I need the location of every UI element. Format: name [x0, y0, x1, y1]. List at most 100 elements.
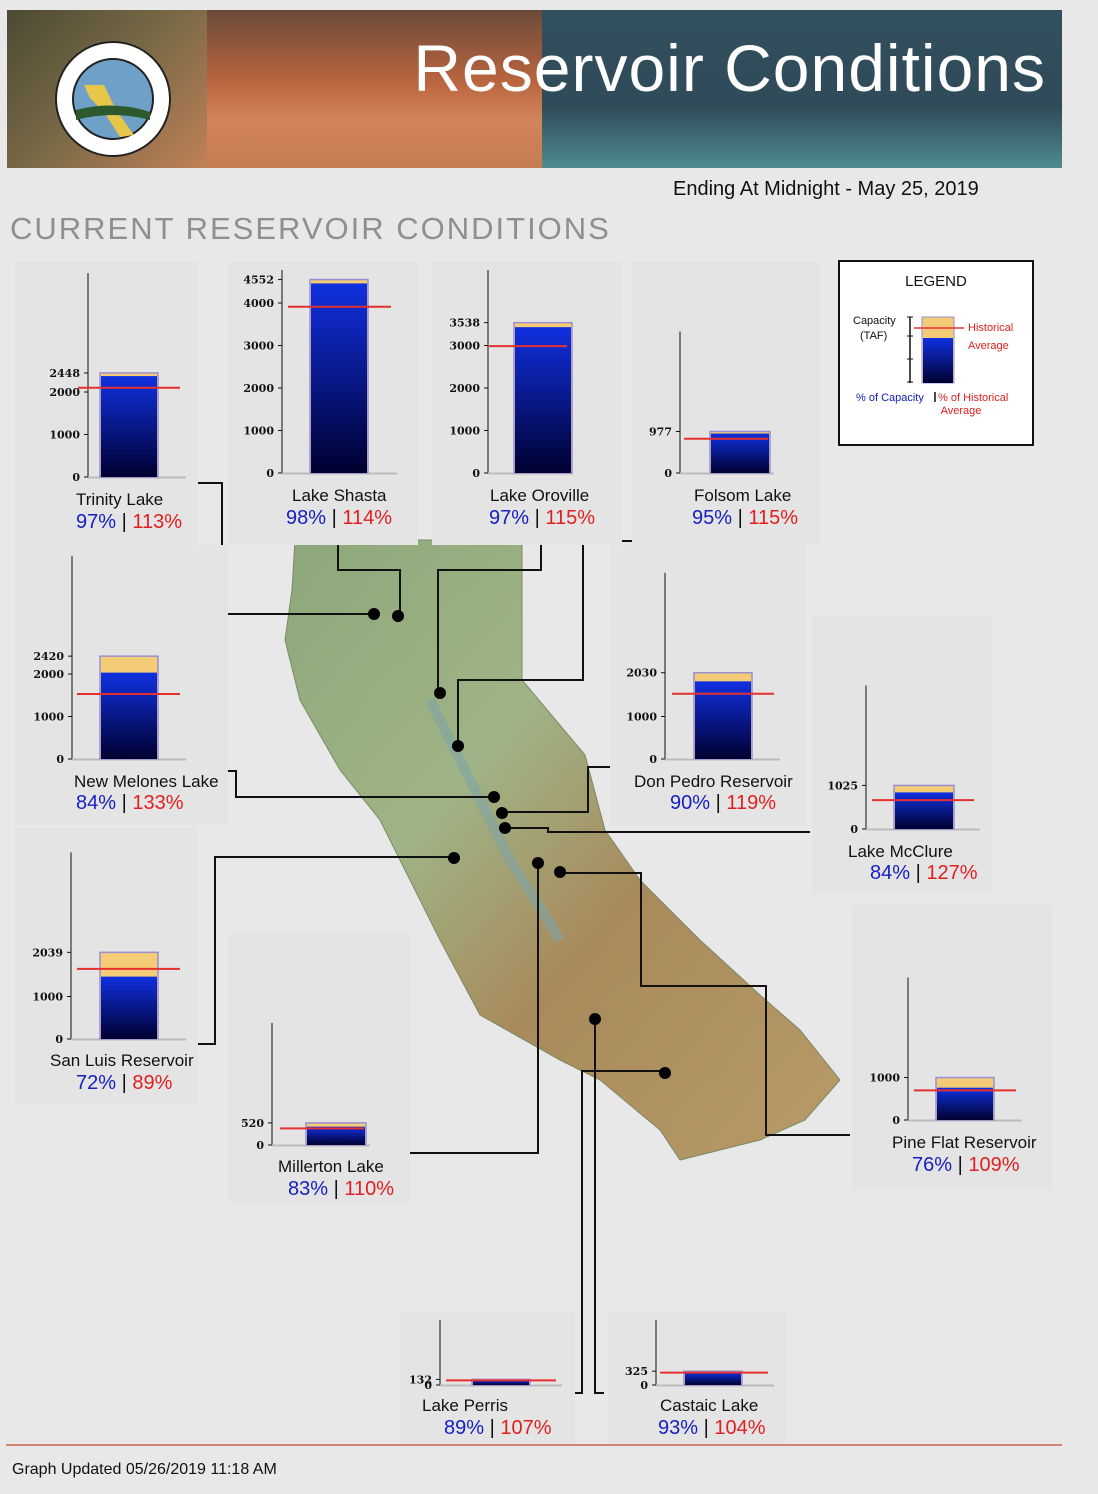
footer-updated: Graph Updated 05/26/2019 11:18 AM — [12, 1461, 277, 1478]
y-tick-label: 1000 — [449, 425, 480, 438]
new-melones-bar-chart: 0 1000 2000 2420 — [33, 556, 186, 766]
y-tick-label: 132 — [409, 1373, 432, 1386]
y-tick-label: 2039 — [32, 946, 63, 959]
reservoir-percentages: 84% | 127% — [870, 862, 978, 884]
reservoir-panel-san-luis: 0 1000 2039 San Luis Reservoir 72% | 89% — [15, 827, 198, 1105]
storage-bar — [895, 792, 953, 829]
y-tick-label: 2030 — [626, 667, 657, 680]
dwr-seal-logo — [55, 41, 171, 157]
reservoir-percentages: 93% | 104% — [658, 1417, 766, 1439]
y-tick-label: 4000 — [243, 297, 274, 310]
legend-pct-capacity-label: % of Capacity — [856, 392, 924, 404]
reservoir-percentages: 90% | 119% — [670, 792, 777, 814]
reservoir-panel-perris: 0 132 Lake Perris 89% | 107% — [400, 1312, 575, 1444]
y-tick-label: 1000 — [32, 991, 63, 1004]
storage-bar — [101, 376, 157, 477]
y-tick-label: 4552 — [243, 274, 274, 287]
reservoir-name: Castaic Lake — [660, 1396, 759, 1415]
pct-capacity: 89% — [444, 1417, 485, 1439]
y-tick-label: 2000 — [449, 382, 480, 395]
storage-bar — [937, 1087, 993, 1120]
folsom-bar-chart: 0 977 — [649, 331, 774, 480]
y-tick-label: 0 — [266, 467, 274, 480]
reservoir-name: Millerton Lake — [278, 1157, 384, 1176]
pct-historical: 110% — [344, 1178, 395, 1200]
reservoir-percentages: 97% | 113% — [76, 511, 183, 533]
reservoir-panel-don-pedro: 0 1000 2030 Don Pedro Reservoir 90% | 119% — [610, 545, 806, 825]
san-luis-bar-chart: 0 1000 2039 — [32, 852, 186, 1046]
storage-bar — [101, 976, 157, 1039]
reservoir-percentages: 72% | 89% — [76, 1072, 173, 1094]
section-title: CURRENT RESERVOIR CONDITIONS — [10, 211, 611, 246]
pct-historical: 115% — [748, 507, 799, 529]
reservoir-panel-oroville: 0 1000 2000 3000 3538 Lake Oroville 97% | 11… — [432, 262, 622, 545]
pct-capacity: 98% — [286, 507, 327, 529]
legend-average-label: Average — [968, 340, 1009, 352]
storage-bar — [473, 1380, 529, 1385]
reservoir-name: New Melones Lake — [74, 772, 219, 791]
footer-divider — [6, 1444, 1062, 1446]
y-tick-label: 0 — [55, 1033, 63, 1046]
storage-bar — [515, 327, 571, 473]
pct-historical: 133% — [132, 792, 184, 814]
trinity-bar-chart: 0 1000 2000 2448 — [49, 272, 186, 484]
reservoir-name: Lake Shasta — [292, 486, 387, 505]
y-tick-label: 3000 — [449, 340, 480, 353]
mcclure-bar-chart: 0 1025 — [827, 685, 980, 836]
pct-capacity: 76% — [912, 1154, 953, 1176]
pct-historical: 89% — [132, 1072, 173, 1094]
pct-capacity: 95% — [692, 507, 733, 529]
reservoir-panel-castaic: 0 325 Castaic Lake 93% | 104% — [608, 1312, 786, 1444]
pct-capacity: 72% — [76, 1072, 117, 1094]
y-tick-label: 0 — [56, 753, 64, 766]
y-tick-label: 0 — [72, 471, 80, 484]
y-tick-label: 1025 — [827, 779, 858, 792]
y-tick-label: 0 — [640, 1379, 648, 1392]
y-tick-label: 1000 — [49, 429, 80, 442]
pct-historical: 119% — [726, 792, 777, 814]
pct-historical: 114% — [342, 507, 393, 529]
pct-capacity: 90% — [670, 792, 711, 814]
legend-pct-historical-label: % of Historical — [938, 392, 1009, 404]
y-tick-label: 2000 — [33, 668, 64, 681]
reservoir-percentages: 83% | 110% — [288, 1178, 395, 1200]
banner-title: Reservoir Conditions — [413, 31, 1046, 105]
y-tick-label: 0 — [892, 1114, 900, 1127]
reservoir-name: Don Pedro Reservoir — [634, 772, 793, 791]
y-tick-label: 2448 — [49, 367, 80, 380]
reservoir-name: Lake McClure — [848, 842, 953, 861]
reservoir-panel-mcclure: 0 1025 Lake McClure 84% | 127% — [812, 615, 992, 893]
reservoir-percentages: 97% | 115% — [489, 507, 596, 529]
pct-capacity: 84% — [76, 792, 117, 814]
legend-box: LEGEND Capacity (TAF) Historical Average… — [838, 260, 1034, 446]
y-tick-label: 3538 — [449, 317, 480, 330]
legend-capacity-label: Capacity — [853, 315, 896, 327]
y-tick-label: 2000 — [49, 386, 80, 399]
pct-capacity: 93% — [658, 1417, 699, 1439]
y-tick-label: 520 — [241, 1117, 264, 1130]
banner: Reservoir Conditions — [7, 10, 1062, 168]
y-tick-label: 0 — [664, 467, 672, 480]
reservoir-percentages: 89% | 107% — [444, 1417, 552, 1439]
y-tick-label: 1000 — [626, 711, 657, 724]
reservoir-percentages: 95% | 115% — [692, 507, 799, 529]
california-shape — [284, 539, 841, 1161]
oroville-bar-chart: 0 1000 2000 3000 3538 — [449, 270, 573, 480]
legend-title: LEGEND — [905, 273, 967, 290]
y-tick-label: 1000 — [33, 711, 64, 724]
reservoir-panel-pine-flat: 0 1000 Pine Flat Reservoir 76% | 109% — [852, 905, 1052, 1188]
pct-historical: 113% — [132, 511, 183, 533]
reservoir-name: Trinity Lake — [76, 490, 164, 509]
millerton-bar-chart: 0 520 — [241, 1022, 370, 1152]
shasta-bar-chart: 0 1000 2000 3000 4000 4552 — [243, 270, 397, 480]
reservoir-panel-folsom: 0 977 Folsom Lake 95% | 115% — [632, 262, 820, 545]
reservoir-name: Lake Perris — [422, 1396, 508, 1415]
storage-bar — [685, 1372, 741, 1385]
storage-bar — [711, 433, 769, 473]
y-tick-label: 2000 — [243, 382, 274, 395]
legend-historical-label: Historical — [968, 322, 1014, 334]
y-tick-label: 325 — [625, 1365, 648, 1378]
